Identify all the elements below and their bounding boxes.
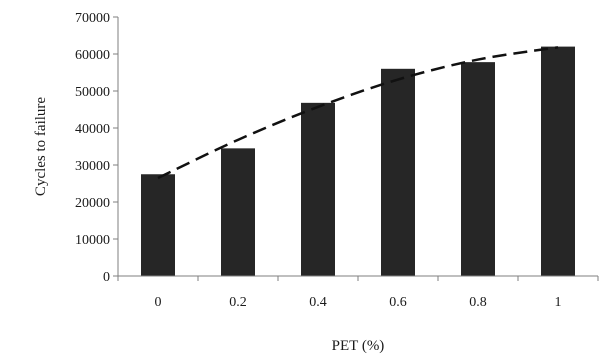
y-tick-label: 20000 [75, 196, 110, 211]
bar-0 [141, 174, 175, 276]
trendline [157, 46, 559, 180]
y-tick-label: 0 [103, 270, 110, 285]
bar-0.4 [301, 102, 335, 276]
bar-0.2 [221, 148, 255, 276]
x-axis-label: PET (%) [332, 338, 385, 354]
x-tick-label: 1 [555, 295, 562, 310]
y-axis-label: Cycles to failure [33, 97, 49, 196]
y-tick-label: 30000 [75, 159, 110, 174]
bar-series [141, 46, 575, 276]
bar-1 [541, 46, 575, 276]
y-tick-label: 40000 [75, 122, 110, 137]
x-tick-label: 0.6 [389, 295, 407, 310]
y-tick-label: 60000 [75, 48, 110, 63]
x-tick-label: 0 [155, 295, 162, 310]
bar-0.6 [381, 68, 415, 276]
y-tick-label: 50000 [75, 85, 110, 100]
x-tick-label: 0.2 [229, 295, 247, 310]
x-tick-label: 0.8 [469, 295, 487, 310]
x-axis-ticks: 0 0.2 0.4 0.6 0.8 1 [117, 276, 599, 310]
y-axis-ticks: 0 10000 20000 30000 40000 50000 60000 70000 [75, 11, 118, 285]
bar-0.8 [461, 62, 495, 276]
y-tick-label: 10000 [75, 233, 110, 248]
y-tick-label: 70000 [75, 11, 110, 26]
x-tick-label: 0.4 [309, 295, 327, 310]
trendline-group [157, 46, 559, 180]
